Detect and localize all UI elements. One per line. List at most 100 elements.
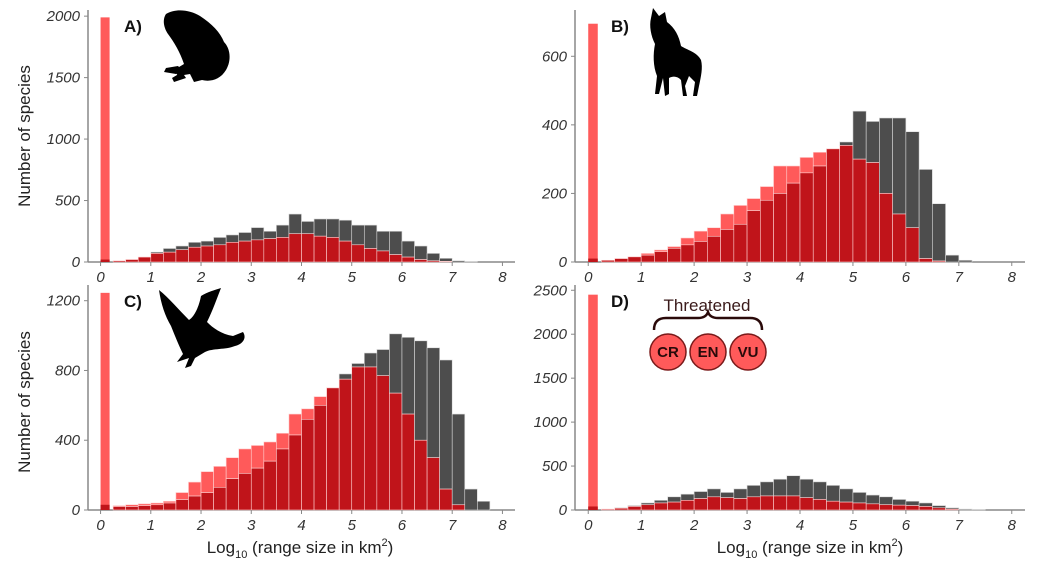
bar-overlap xyxy=(746,210,761,263)
bar-total xyxy=(892,499,907,506)
x-tick-label: 7 xyxy=(955,269,964,286)
legend-title: Threatened xyxy=(664,296,751,315)
x-tick-label: 2 xyxy=(689,269,699,286)
bar-threatened xyxy=(263,441,277,462)
bar-overlap xyxy=(627,506,642,511)
bar-threatened xyxy=(276,432,290,450)
bar-overlap xyxy=(200,245,214,263)
x-tick-label: 0 xyxy=(584,269,593,286)
bar-total xyxy=(426,347,440,458)
bar-overlap xyxy=(301,233,315,263)
bar-overlap xyxy=(759,199,774,263)
bar-threatened xyxy=(188,481,202,497)
bar-total xyxy=(918,502,933,507)
bar-overlap xyxy=(839,501,854,511)
bar-overlap xyxy=(439,261,453,263)
bar-overlap xyxy=(826,500,841,511)
bar-total xyxy=(477,500,491,511)
bar-total xyxy=(693,491,708,499)
panel-a: 0 1 2 3 4 5 6 7 8 0 500 1000 1500 2000 A) xyxy=(46,8,515,286)
bar-overlap xyxy=(163,502,177,511)
x-tick-label: 5 xyxy=(348,269,357,286)
bar-total xyxy=(288,213,302,235)
x-tick-label: 5 xyxy=(849,517,858,534)
panel-d: 0 1 2 3 4 5 6 7 8 0 500 1000 1500 2000 2500 D) xyxy=(533,282,1025,534)
bar-overlap xyxy=(865,503,880,511)
bar-total xyxy=(439,359,453,490)
panel-label: D) xyxy=(611,292,629,311)
bar-total xyxy=(439,258,453,262)
bar-overlap xyxy=(200,492,214,511)
bar-overlap xyxy=(786,495,801,511)
bar-total xyxy=(363,224,378,249)
bar-overlap xyxy=(707,235,721,263)
bar-threatened xyxy=(175,492,189,500)
bar-total xyxy=(250,227,265,241)
y-tick-label: 2500 xyxy=(533,282,568,299)
bar-overlap xyxy=(351,244,365,263)
bar-threatened xyxy=(213,466,227,488)
legend-code-vu: VU xyxy=(738,344,759,361)
bar-overlap xyxy=(363,366,378,511)
bar-overlap xyxy=(112,260,126,263)
bar-total xyxy=(238,232,252,242)
bar-total xyxy=(958,259,973,263)
x-tick-label: 5 xyxy=(849,269,858,286)
bar-total xyxy=(786,475,801,497)
bar-total xyxy=(654,500,668,504)
bar-total xyxy=(733,488,748,499)
x-tick-label: 4 xyxy=(796,517,804,534)
x-tick-label: 1 xyxy=(637,517,645,534)
bar-overlap xyxy=(326,237,340,263)
bar-overlap xyxy=(238,240,252,263)
bar-total xyxy=(680,493,695,501)
bar-threatened xyxy=(759,186,774,201)
bar-overlap xyxy=(376,375,390,511)
bar-total xyxy=(945,254,960,263)
bar-overlap xyxy=(759,495,774,511)
bar-threatened xyxy=(301,408,315,420)
y-tick-label: 1000 xyxy=(534,414,568,431)
bar-overlap xyxy=(879,193,893,263)
bar-overlap xyxy=(451,504,466,511)
x-tick-label: 6 xyxy=(398,269,407,286)
y-tick-label: 500 xyxy=(542,458,568,475)
x-tick-label: 3 xyxy=(743,517,752,534)
bar-overlap xyxy=(414,439,428,511)
bar-total xyxy=(892,117,907,215)
bar-overlap xyxy=(125,506,139,511)
bar-total xyxy=(451,260,466,263)
bar-overlap xyxy=(667,247,682,263)
bar-total xyxy=(363,352,378,368)
bar-total xyxy=(376,349,390,376)
bar-overlap xyxy=(175,499,189,511)
bar-overlap xyxy=(733,223,748,263)
bar-threatened xyxy=(812,151,827,167)
y-tick-label: 600 xyxy=(542,48,568,65)
bar-overlap xyxy=(426,260,440,263)
bar-total xyxy=(326,218,340,238)
bar-total xyxy=(839,488,854,503)
bar-total xyxy=(351,363,365,368)
legend-circle-cr xyxy=(649,333,687,371)
bar-overlap xyxy=(733,498,748,511)
x-tick-label: 3 xyxy=(247,517,256,534)
bar-overlap xyxy=(839,145,854,263)
x-tick-label: 8 xyxy=(1008,517,1017,534)
bar-total xyxy=(464,261,478,263)
bar-overlap xyxy=(439,488,453,511)
x-tick-label: 7 xyxy=(448,517,457,534)
bar-overlap xyxy=(601,259,616,263)
bar-zero-bin-overlap xyxy=(100,504,110,510)
panel-label: B) xyxy=(611,17,629,36)
bar-threatened xyxy=(799,157,814,174)
bar-total xyxy=(905,131,920,229)
bar-overlap xyxy=(137,505,152,511)
x-tick-label: 7 xyxy=(448,269,457,286)
y-axis-title-bottom: Number of species xyxy=(15,331,34,473)
bar-threatened xyxy=(746,198,761,211)
x-tick-label: 4 xyxy=(297,269,305,286)
bar-overlap xyxy=(225,478,240,511)
y-tick-label: 0 xyxy=(559,254,568,271)
